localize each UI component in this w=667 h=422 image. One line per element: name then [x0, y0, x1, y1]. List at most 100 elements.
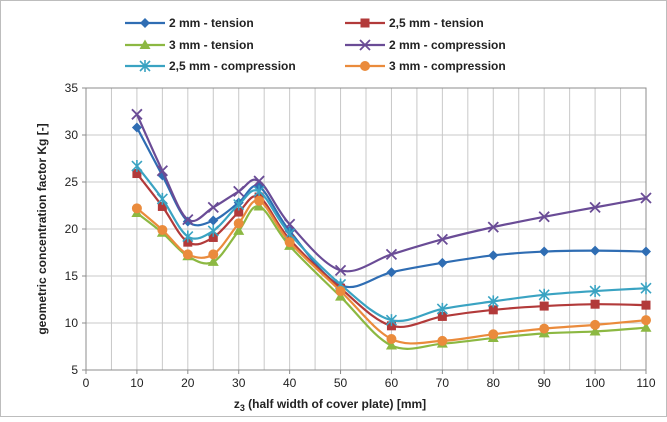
data-point	[589, 285, 601, 298]
legend-marker	[360, 18, 370, 28]
data-point	[589, 325, 601, 336]
data-point	[436, 233, 449, 245]
legend-label: 3 mm - tension	[169, 38, 254, 52]
data-point	[539, 246, 550, 257]
x-axis-title-subscript: 3	[240, 403, 245, 413]
data-point	[234, 207, 244, 217]
x-tick-label: 40	[283, 376, 297, 390]
data-point	[640, 192, 652, 204]
data-point	[283, 218, 296, 230]
data-point	[132, 169, 142, 179]
legend-label: 2,5 mm - tension	[389, 16, 484, 30]
series-4	[131, 108, 652, 276]
data-point	[641, 315, 651, 326]
y-tick-label: 15	[65, 269, 79, 283]
y-tick-label: 30	[65, 128, 79, 142]
legend-label: 3 mm - compression	[389, 59, 506, 73]
y-tick-label: 20	[65, 222, 79, 236]
x-tick-label: 20	[181, 376, 195, 390]
legend-item: 2 mm - compression	[345, 38, 506, 52]
data-point	[386, 333, 397, 344]
series-layer	[131, 108, 652, 350]
data-point	[641, 246, 651, 257]
legend-marker	[360, 61, 370, 71]
series-line	[136, 165, 647, 323]
x-tick-label: 60	[385, 376, 399, 390]
data-point	[589, 201, 601, 214]
data-point	[131, 160, 143, 173]
data-point	[157, 224, 168, 235]
legend-marker	[139, 39, 151, 49]
x-tick-label: 90	[538, 376, 552, 390]
data-point	[538, 288, 550, 301]
data-point	[131, 108, 143, 120]
data-point	[539, 323, 550, 334]
axes: 5 10 15 20 25 30 35 0 10 20 30 40 50 60 70 80 90 100 110	[65, 81, 656, 390]
legend-label: 2 mm - tension	[169, 16, 254, 30]
x-tick-label: 70	[436, 376, 450, 390]
data-point	[156, 165, 169, 177]
legend-marker	[140, 18, 150, 28]
data-point	[487, 221, 499, 233]
series-5	[131, 160, 652, 327]
data-point	[254, 195, 265, 206]
data-point	[253, 185, 265, 198]
data-point	[487, 295, 499, 308]
data-point	[590, 319, 601, 330]
data-point	[590, 245, 601, 256]
legend-item: 3 mm - tension	[125, 38, 254, 52]
data-point	[182, 213, 194, 226]
series-6	[131, 195, 651, 346]
data-point	[640, 322, 652, 332]
data-point	[284, 237, 295, 248]
data-point	[385, 340, 397, 350]
x-tick-label: 10	[130, 376, 144, 390]
data-point	[182, 230, 194, 243]
data-point	[641, 300, 651, 310]
data-point	[207, 201, 219, 214]
data-point	[538, 211, 550, 223]
data-point	[590, 299, 600, 309]
data-point	[385, 314, 398, 327]
series-line	[135, 113, 647, 273]
legend-item: 2,5 mm - compression	[125, 59, 296, 73]
data-point	[385, 248, 398, 261]
legend: 2 mm - tension 2,5 mm - tension 3 mm - ten…	[125, 16, 506, 73]
data-point	[207, 256, 219, 266]
data-point	[233, 185, 245, 198]
x-tick-label: 50	[334, 376, 348, 390]
y-tick-label: 35	[65, 81, 79, 95]
data-point	[157, 201, 167, 211]
x-tick-label: 30	[232, 376, 246, 390]
data-point	[208, 232, 218, 242]
data-point	[182, 216, 193, 227]
data-point	[386, 267, 397, 278]
data-point	[539, 301, 549, 311]
legend-label: 2,5 mm - compression	[169, 59, 296, 73]
data-point	[233, 218, 244, 229]
legend-marker	[139, 60, 151, 72]
x-tick-label: 80	[487, 376, 501, 390]
legend-item: 2,5 mm - tension	[345, 16, 484, 30]
legend-item: 3 mm - compression	[345, 59, 506, 73]
legend-marker	[359, 39, 371, 51]
data-point	[436, 302, 448, 315]
data-point	[488, 305, 498, 315]
data-point	[253, 175, 265, 187]
x-axis-title-main: z	[234, 397, 240, 411]
x-axis-title-rest: (half width of cover plate) [mm]	[245, 397, 426, 411]
x-tick-label: 110	[636, 376, 655, 390]
data-point	[488, 329, 499, 340]
data-point	[207, 224, 219, 237]
data-point	[640, 282, 652, 295]
data-point	[334, 264, 347, 276]
data-point	[208, 215, 219, 226]
y-axis-title: geometric concentration factor Kg [-]	[35, 123, 49, 334]
data-point	[335, 286, 346, 297]
legend-label: 2 mm - compression	[389, 38, 506, 52]
legend-item: 2 mm - tension	[125, 16, 254, 30]
data-point	[208, 249, 219, 260]
